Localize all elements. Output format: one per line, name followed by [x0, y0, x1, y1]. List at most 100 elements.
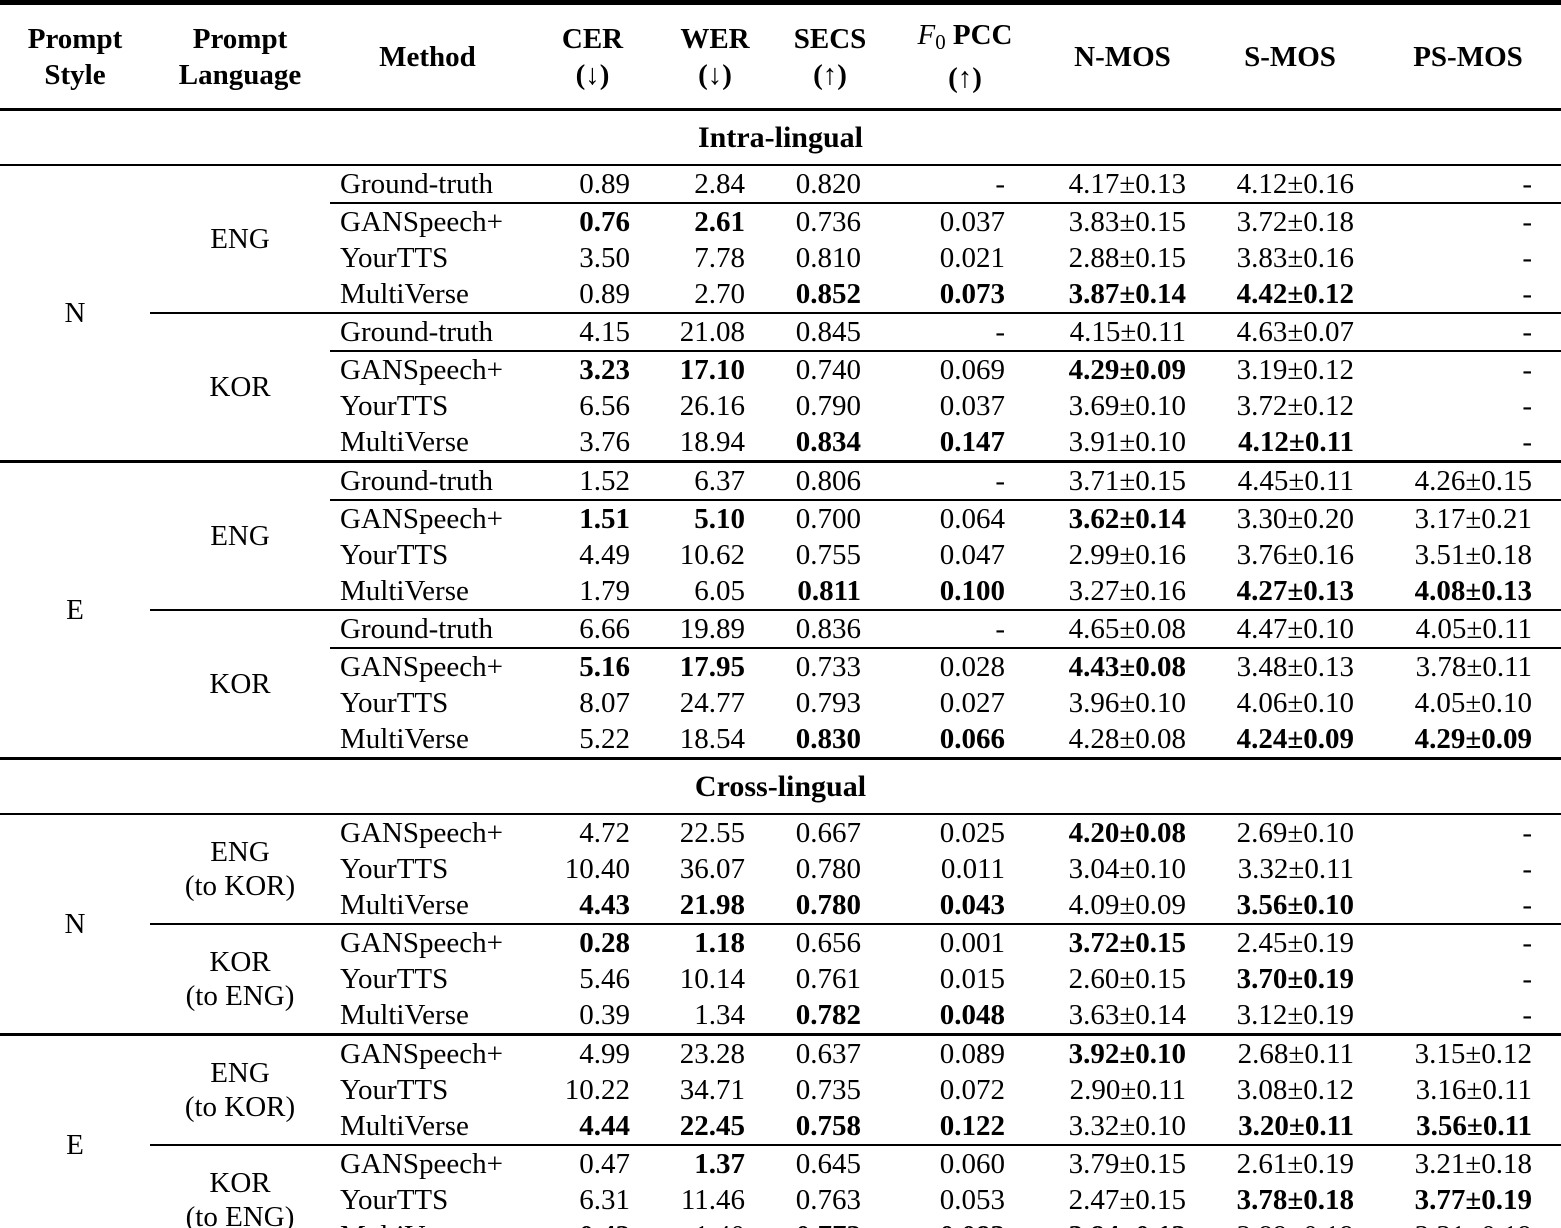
cer-value: 6.31 [579, 1184, 630, 1217]
secs-value: 0.758 [795, 1110, 861, 1143]
prompt-language-cell: KOR [150, 312, 330, 462]
wer-value: 24.77 [679, 687, 745, 720]
f0-pcc-value: 0.021 [939, 242, 1005, 275]
n-mos-value: 3.91±0.10 [1068, 426, 1186, 459]
cer-value: 4.99 [525, 1033, 660, 1073]
wer-value: 17.10 [660, 350, 770, 389]
n-mos-value: 3.63±0.14 [1068, 999, 1186, 1032]
secs-value: 0.811 [797, 575, 861, 608]
method-cell: YourTTS [340, 390, 449, 423]
ps-mos-value: - [1375, 312, 1561, 352]
header-prompt-style: Prompt Style [0, 2, 150, 112]
cer-value: 0.42 [525, 1218, 660, 1228]
n-mos-value: 3.69±0.10 [1068, 390, 1186, 423]
wer-value: 17.95 [660, 647, 770, 686]
table-row: MultiVerse 0.39 1.34 0.782 0.048 3.63±0.14 3.1… [0, 997, 1561, 1035]
wer-value: 18.54 [679, 723, 745, 756]
secs-value: 0.667 [795, 817, 861, 850]
ps-mos-value: 3.31±0.19 [1375, 1218, 1561, 1228]
cer-value: 0.76 [525, 202, 660, 241]
method-cell: MultiVerse [340, 1110, 469, 1143]
section-label: Intra-lingual [0, 108, 1561, 167]
cer-value: 0.47 [525, 1144, 660, 1183]
n-mos-value: 4.43±0.08 [1040, 647, 1205, 686]
s-mos-value: 2.68±0.11 [1205, 1033, 1375, 1073]
wer-value: 1.40 [660, 1218, 770, 1228]
method-cell: GANSpeech+ [340, 817, 503, 850]
s-mos-value: 3.72±0.18 [1205, 202, 1375, 241]
header-wer: WER (↓) [660, 2, 770, 112]
n-mos-value: 2.90±0.11 [1069, 1074, 1186, 1107]
prompt-language-cell: KOR (to ENG) [150, 1144, 330, 1228]
cer-value: 4.15 [525, 312, 660, 352]
n-mos-value: 2.99±0.16 [1068, 539, 1186, 572]
method-cell: YourTTS [340, 963, 449, 996]
f0-pcc-value: 0.089 [890, 1033, 1040, 1073]
f0-pcc-value: 0.066 [939, 723, 1005, 756]
method-cell: YourTTS [340, 1074, 449, 1107]
section-row: Cross-lingual [0, 757, 1561, 816]
f0-pcc-value: - [890, 609, 1040, 649]
cer-value: 0.89 [579, 168, 630, 201]
header-row: Prompt Style Prompt Language Method CER (↓) WER… [0, 2, 1561, 112]
secs-value: 0.736 [770, 202, 890, 241]
n-mos-value: 3.27±0.16 [1068, 575, 1186, 608]
table-row: YourTTS 10.22 34.71 0.735 0.072 2.90±0.11 3.08… [0, 1072, 1561, 1108]
f0-pcc-value: 0.083 [890, 1218, 1040, 1228]
table-row: YourTTS 10.40 36.07 0.780 0.011 3.04±0.10 3.32… [0, 851, 1561, 887]
header-f0-pcc: F0 PCC (↑) [890, 2, 1040, 112]
table-row: YourTTS 8.07 24.77 0.793 0.027 3.96±0.10 4.06±… [0, 685, 1561, 721]
ps-mos-value: 4.29±0.09 [1414, 723, 1532, 756]
wer-value: 5.10 [660, 499, 770, 538]
table-header: Prompt Style Prompt Language Method CER (↓) WER… [0, 2, 1561, 112]
method-cell: MultiVerse [340, 426, 469, 459]
cer-value: 4.43 [579, 889, 630, 922]
prompt-style-cell: N [64, 908, 86, 941]
secs-value: 0.645 [770, 1144, 890, 1183]
table-row: GANSpeech+ 1.51 5.10 0.700 0.064 3.62±0.14 3.3… [0, 499, 1561, 538]
cer-value: 0.89 [579, 278, 630, 311]
f0-pcc-value: 0.037 [939, 390, 1005, 423]
wer-value: 19.89 [660, 609, 770, 649]
secs-value: 0.780 [795, 889, 861, 922]
secs-value: 0.806 [770, 460, 890, 501]
s-mos-value: 3.48±0.13 [1205, 647, 1375, 686]
method-cell: YourTTS [340, 687, 449, 720]
f0-pcc-value: 0.073 [939, 278, 1005, 311]
secs-value: 0.763 [795, 1184, 861, 1217]
s-mos-value: 3.32±0.11 [1237, 853, 1354, 886]
s-mos-value: 2.69±0.10 [1236, 817, 1354, 850]
s-mos-value: 3.19±0.12 [1205, 350, 1375, 389]
s-mos-value: 3.12±0.19 [1236, 999, 1354, 1032]
s-mos-value: 3.83±0.16 [1236, 242, 1354, 275]
secs-value: 0.810 [795, 242, 861, 275]
ps-mos-value: 4.26±0.15 [1375, 460, 1561, 501]
secs-value: 0.755 [795, 539, 861, 572]
table-row: YourTTS 6.31 11.46 0.763 0.053 2.47±0.15 3.78±… [0, 1182, 1561, 1218]
section-label: Cross-lingual [0, 757, 1561, 816]
secs-value: 0.637 [770, 1033, 890, 1073]
f0-pcc-value: 0.100 [939, 575, 1005, 608]
table-row: MultiVerse 3.76 18.94 0.834 0.147 3.91±0.10 4.… [0, 424, 1561, 462]
n-mos-value: 2.88±0.15 [1068, 242, 1186, 275]
s-mos-value: 4.42±0.12 [1236, 278, 1354, 311]
table-row: YourTTS 6.56 26.16 0.790 0.037 3.69±0.10 3.72±… [0, 388, 1561, 424]
wer-value: 34.71 [679, 1074, 745, 1107]
ps-mos-value: - [1522, 999, 1532, 1032]
table-row: MultiVerse 4.43 21.98 0.780 0.043 4.09±0.09 3.… [0, 887, 1561, 924]
ps-mos-value: 4.08±0.13 [1414, 575, 1532, 608]
table-row: MultiVerse 1.79 6.05 0.811 0.100 3.27±0.16 4.2… [0, 573, 1561, 610]
n-mos-value: 4.15±0.11 [1040, 312, 1205, 352]
secs-value: 0.700 [770, 499, 890, 538]
table-row: KOR (to ENG) GANSpeech+ 0.28 1.18 0.656 0.001 3… [0, 923, 1561, 1035]
cer-value: 0.39 [579, 999, 630, 1032]
secs-value: 0.761 [795, 963, 861, 996]
secs-value: 0.656 [770, 923, 890, 962]
secs-value: 0.735 [795, 1074, 861, 1107]
s-mos-value: 2.89±0.19 [1205, 1218, 1375, 1228]
n-mos-value: 3.62±0.14 [1040, 499, 1205, 538]
n-mos-value: 3.92±0.10 [1040, 1033, 1205, 1073]
cer-value: 6.66 [525, 609, 660, 649]
table-row: YourTTS 5.46 10.14 0.761 0.015 2.60±0.15 3.70±… [0, 961, 1561, 997]
